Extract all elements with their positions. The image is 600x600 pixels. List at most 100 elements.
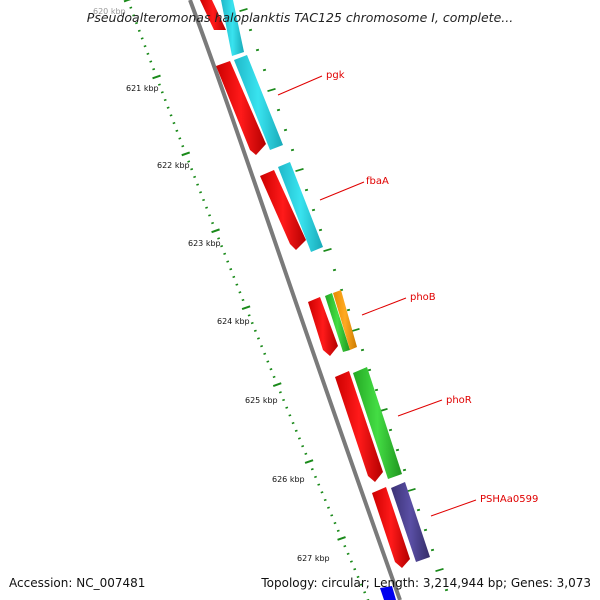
gene-feature-phoR[interactable] (353, 367, 402, 479)
ruler-dot (343, 544, 347, 548)
kbp-label: 621 kbp (126, 84, 159, 93)
gene-feature-phoB-inner[interactable] (333, 290, 357, 350)
outer-tick (402, 468, 407, 472)
ruler-dot (359, 583, 363, 586)
ruler-dot (266, 360, 270, 363)
ruler-dot (181, 144, 185, 148)
ruler-dot (229, 268, 233, 271)
gene-feature-fbaA[interactable] (278, 162, 323, 252)
cds-feature[interactable] (380, 586, 396, 600)
kbp-label: 626 kbp (272, 475, 305, 484)
ruler-dot (157, 83, 161, 86)
outer-tick (262, 68, 267, 72)
ruler-dot (272, 375, 276, 379)
ruler-dot (172, 121, 176, 125)
ruler-dot (356, 575, 360, 579)
outer-tick (444, 588, 449, 592)
ruler-dot (353, 568, 357, 571)
ruler-dot (310, 468, 314, 471)
ruler-dot (363, 591, 367, 594)
cds-feature[interactable] (260, 170, 306, 250)
kbp-label: 620 kbp (93, 7, 126, 16)
ruler-major-tick (241, 305, 251, 311)
ruler-dot (263, 352, 267, 356)
cds-feature[interactable] (216, 61, 266, 155)
ruler-dot (346, 552, 350, 556)
gene-labels: pgk fbaA phoB phoR PSHAa0599 (326, 70, 538, 505)
ruler-dot (349, 560, 353, 563)
ruler-dot (269, 368, 273, 371)
ruler-dot (250, 321, 254, 325)
ruler-major-tick (123, 0, 132, 3)
accession-text: Accession: NC_007481 (9, 576, 146, 590)
ruler-dot (327, 506, 330, 509)
ruler-dot (152, 68, 156, 71)
ruler-dot (282, 398, 286, 402)
cds-feature[interactable] (200, 0, 226, 30)
ruler-dot (320, 491, 324, 494)
outer-tick (388, 428, 393, 432)
outer-tick (360, 348, 365, 352)
ruler-dot (317, 483, 321, 486)
ruler-dot (175, 129, 179, 132)
outer-tick (430, 548, 435, 552)
chromosome-backbone (188, 0, 402, 600)
ruler-dot (129, 6, 133, 9)
kbp-label: 625 kbp (245, 396, 278, 405)
ruler-dot (163, 98, 167, 102)
ruler-dot (202, 198, 206, 202)
gene-track (221, 0, 430, 562)
ruler-dot (146, 52, 150, 56)
leader-line-pgk (277, 75, 323, 96)
outer-tick (255, 48, 260, 52)
gene-label-fbaA[interactable]: fbaA (366, 176, 389, 187)
ruler-dot (291, 421, 295, 425)
ruler-dot (294, 429, 298, 432)
gene-feature-phoB[interactable] (325, 293, 350, 352)
outer-tick (239, 7, 248, 13)
ruler-dot (205, 206, 209, 209)
ruler-dot (238, 291, 242, 294)
ruler-dot (235, 283, 239, 286)
leader-line-phoR (397, 399, 443, 417)
outer-tick (295, 167, 304, 173)
ruler-dot (132, 14, 136, 17)
kbp-ruler (123, 0, 370, 600)
gene-label-phoR[interactable]: phoR (446, 395, 472, 406)
outer-tick (367, 368, 372, 372)
leader-line-phoB (361, 297, 407, 316)
gene-feature-pgk[interactable] (234, 55, 283, 150)
genome-summary-text: Topology: circular; Length: 3,214,944 bp… (261, 576, 591, 590)
ruler-dot (140, 37, 144, 40)
ruler-dot (278, 391, 282, 394)
gene-label-phoB[interactable]: phoB (410, 292, 436, 303)
cds-feature[interactable] (372, 487, 410, 568)
leader-line-fbaA (319, 181, 365, 201)
ruler-dot (333, 521, 337, 525)
ruler-dot (297, 437, 301, 440)
cds-feature[interactable] (335, 371, 383, 482)
cds-feature[interactable] (308, 297, 338, 356)
gene-feature-top[interactable] (221, 0, 244, 56)
ruler-major-tick (181, 151, 191, 157)
outer-tick (407, 487, 416, 493)
ruler-dot (260, 344, 264, 348)
gene-label-PSHAa0599[interactable]: PSHAa0599 (480, 494, 538, 505)
ruler-dot (187, 160, 191, 163)
gene-label-pgk[interactable]: pgk (326, 70, 345, 81)
ruler-dot (137, 29, 141, 32)
outer-tick (435, 567, 444, 573)
ruler-dot (217, 237, 221, 240)
ruler-dot (208, 214, 212, 217)
gene-feature-PSHAa0599[interactable] (391, 482, 430, 562)
ruler-dot (288, 414, 292, 417)
ruler-dot (160, 91, 164, 94)
ruler-dot (143, 44, 147, 48)
ruler-major-tick (211, 228, 220, 234)
ruler-dot (178, 137, 182, 140)
outer-tick (423, 528, 428, 532)
ruler-dot (304, 452, 308, 456)
outer-tick (290, 148, 295, 152)
ruler-dot (196, 183, 200, 186)
ruler-major-tick (337, 536, 346, 541)
